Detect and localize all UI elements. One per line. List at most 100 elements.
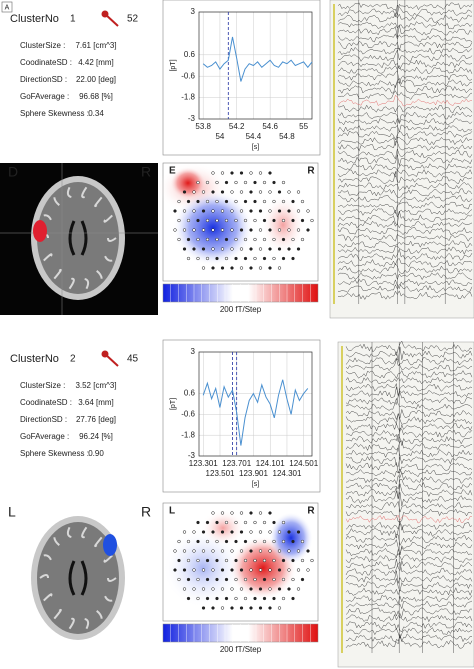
sensor <box>201 247 206 251</box>
y-tick-label: 3 <box>191 347 196 356</box>
waveform-panel <box>337 341 474 668</box>
stat-label: CoodinateSD : <box>20 398 72 407</box>
sensor <box>268 530 272 534</box>
sensor <box>211 606 215 610</box>
stat-value: 0.90 <box>88 449 104 458</box>
waveform-trace <box>337 263 473 274</box>
sensor <box>196 558 200 563</box>
sensor <box>220 190 225 194</box>
waveform-trace <box>337 208 473 218</box>
waveform-trace <box>337 130 473 141</box>
waveform-trace <box>345 521 473 532</box>
waveform-trace <box>345 483 473 499</box>
sensor <box>281 558 286 563</box>
sensor <box>220 549 225 553</box>
waveform-trace <box>337 49 473 62</box>
sensor <box>243 558 248 563</box>
waveform-trace <box>345 471 473 485</box>
sensor <box>201 228 206 232</box>
waveform-trace <box>337 188 473 198</box>
mri-sulcus <box>103 214 113 223</box>
waveform-trace <box>345 600 473 610</box>
sensor <box>182 587 187 591</box>
sensor <box>215 180 219 185</box>
waveform-trace <box>337 104 473 113</box>
waveform-trace <box>345 413 473 425</box>
sensor <box>272 577 276 582</box>
sensor <box>272 558 276 563</box>
sensor <box>306 549 310 553</box>
sensor <box>249 530 253 534</box>
waveform-trace <box>337 248 473 261</box>
sensor <box>268 266 272 270</box>
mri-brain <box>37 522 119 634</box>
sensor <box>220 587 225 591</box>
sensor <box>230 568 234 572</box>
sensor <box>281 577 286 582</box>
waveform-trace <box>337 272 473 281</box>
sensor <box>253 256 257 261</box>
sensor <box>220 171 225 175</box>
dipole-cluster <box>103 534 117 556</box>
sensor <box>272 596 276 601</box>
sensor <box>262 218 267 223</box>
waveform-trace <box>345 635 473 649</box>
sensor <box>300 218 305 223</box>
sensor <box>182 190 187 194</box>
waveform-trace <box>345 538 473 556</box>
mri-sulcus <box>53 197 60 206</box>
mri-sulcus <box>68 277 75 290</box>
sensor <box>211 568 215 572</box>
sensor <box>201 266 206 270</box>
sensor <box>220 606 225 610</box>
cluster-name: ClusterNo <box>10 353 59 365</box>
mri-sulcus <box>53 268 62 280</box>
sensor <box>196 520 200 525</box>
mri-sulcus <box>81 186 88 199</box>
sensor <box>291 218 295 223</box>
sensor <box>281 180 286 185</box>
sensor <box>249 209 253 213</box>
sensor <box>192 530 196 534</box>
sensor <box>277 606 282 610</box>
sensor <box>268 228 272 232</box>
dipole-count: 45 <box>127 354 139 365</box>
waveform-trace <box>337 220 473 229</box>
sensor <box>268 247 272 251</box>
mri-sulcus <box>84 277 90 290</box>
waveform-trace <box>345 508 473 523</box>
map-label: R <box>307 506 315 517</box>
mri-sulcus <box>104 595 113 602</box>
field-blob <box>261 195 305 255</box>
sensor <box>192 549 196 553</box>
stat-label: Sphere Skewness : <box>20 109 89 118</box>
waveform-trace <box>337 233 473 242</box>
sensor <box>296 587 301 591</box>
sensor <box>211 228 215 232</box>
sensor <box>262 199 267 204</box>
waveform-trace <box>345 376 473 385</box>
sensor <box>186 577 191 582</box>
sensor <box>296 209 301 213</box>
sensor <box>281 520 286 525</box>
mri-sulcus <box>107 577 117 582</box>
sensor <box>239 606 244 610</box>
sensor <box>186 596 191 601</box>
mri-sulcus <box>94 196 103 208</box>
sensor <box>291 237 295 242</box>
sensor <box>277 209 282 213</box>
sensor <box>239 228 244 232</box>
sensor <box>224 558 229 563</box>
sensor <box>220 530 225 534</box>
sensor <box>186 199 191 204</box>
sensor <box>296 247 301 251</box>
sensor <box>291 577 295 582</box>
sensor <box>177 199 181 204</box>
waveform-trace <box>345 408 473 421</box>
sensor <box>211 171 215 175</box>
x-tick-label: 54 <box>215 132 224 141</box>
x-tick-label: 123.501 <box>206 469 235 478</box>
sensor <box>215 520 219 525</box>
sensor <box>220 228 225 232</box>
